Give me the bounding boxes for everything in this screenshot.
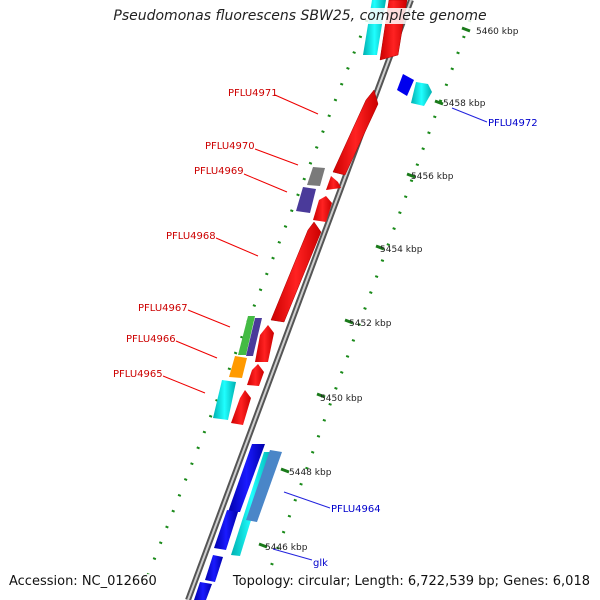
gene-feature-gray[interactable] bbox=[307, 167, 325, 186]
tick-mark bbox=[461, 26, 471, 33]
gene-feature-cyan[interactable] bbox=[213, 380, 236, 420]
gene-feature-steel[interactable] bbox=[246, 450, 282, 522]
summary-text: Topology: circular; Length: 6,722,539 bp… bbox=[232, 574, 590, 589]
gene-label[interactable]: PFLU4969 bbox=[194, 166, 244, 177]
accession-text: Accession: NC_012660 bbox=[9, 574, 157, 589]
gene-label[interactable]: PFLU4966 bbox=[126, 334, 176, 345]
tick-mark bbox=[316, 392, 326, 399]
gene-label[interactable]: PFLU4968 bbox=[166, 231, 216, 242]
gene-feature-PFLU4969[interactable] bbox=[313, 196, 332, 222]
summary-footer: Topology: circular; Length: 6,722,539 bp… bbox=[232, 574, 590, 589]
tick-mark bbox=[344, 318, 354, 325]
gene-label[interactable]: PFLU4965 bbox=[113, 369, 163, 380]
tick-label: 5446 kbp bbox=[265, 543, 308, 553]
gene-label[interactable]: PFLU4971 bbox=[228, 88, 278, 99]
tick-label: 5458 kbp bbox=[443, 99, 486, 109]
tick-mark bbox=[406, 172, 416, 179]
tick-mark bbox=[258, 542, 268, 549]
tick-marks bbox=[258, 26, 471, 549]
label-line-PFLU4965 bbox=[162, 375, 206, 394]
label-line-PFLU4972 bbox=[451, 107, 488, 123]
gene-feature-purple[interactable] bbox=[296, 187, 316, 213]
tick-label: 5448 kbp bbox=[289, 468, 332, 478]
gene-feature-green[interactable] bbox=[238, 316, 255, 355]
gene-feature-orange[interactable] bbox=[229, 356, 247, 378]
label-line-PFLU4970 bbox=[254, 148, 299, 166]
gene-feature-blue-3[interactable] bbox=[194, 582, 212, 600]
gene-feature-blue-small[interactable] bbox=[397, 74, 414, 96]
tick-label: 5452 kbp bbox=[349, 319, 392, 329]
tick-mark bbox=[375, 244, 385, 251]
tick-label: 5460 kbp bbox=[476, 27, 519, 37]
label-line-PFLU4971 bbox=[274, 94, 319, 115]
gene-label-lines bbox=[162, 94, 488, 561]
gene-label[interactable]: PFLU4964 bbox=[331, 504, 381, 515]
map-title-text: Pseudomonas fluorescens SBW25, complete … bbox=[111, 8, 489, 24]
label-line-PFLU4969 bbox=[243, 173, 288, 193]
gene-label[interactable]: PFLU4970 bbox=[205, 141, 255, 152]
label-line-PFLU4964 bbox=[283, 491, 331, 509]
tick-label: 5450 kbp bbox=[320, 394, 363, 404]
label-line-PFLU4968 bbox=[215, 237, 259, 257]
gene-label[interactable]: PFLU4972 bbox=[488, 118, 538, 129]
label-line-PFLU4966 bbox=[175, 340, 218, 359]
gene-label[interactable]: glk bbox=[313, 558, 328, 569]
plus-strand-features bbox=[194, 74, 432, 600]
gene-feature-glk[interactable] bbox=[205, 555, 223, 582]
gene-feature-PFLU4965[interactable] bbox=[231, 390, 251, 425]
gene-feature-PFLU4966[interactable] bbox=[247, 364, 264, 386]
label-line-PFLU4967 bbox=[187, 309, 231, 328]
minus-strand-features bbox=[213, 0, 408, 425]
label-line-glk bbox=[272, 548, 313, 561]
gene-feature-blue-2[interactable] bbox=[214, 510, 238, 550]
tick-mark bbox=[280, 467, 290, 474]
accession-footer: Accession: NC_012660 bbox=[9, 574, 157, 589]
gene-feature-blue-1[interactable] bbox=[228, 444, 265, 512]
map-title: Pseudomonas fluorescens SBW25, complete … bbox=[0, 8, 600, 24]
tick-label: 5456 kbp bbox=[411, 172, 454, 182]
gene-label[interactable]: PFLU4967 bbox=[138, 303, 188, 314]
gene-feature-PFLU4971[interactable] bbox=[332, 89, 379, 176]
tick-mark bbox=[434, 99, 444, 106]
gene-feature-PFLU4972[interactable] bbox=[411, 82, 432, 106]
gene-feature-PFLU4970[interactable] bbox=[326, 176, 341, 190]
gene-feature-PFLU4967[interactable] bbox=[255, 325, 274, 362]
tick-label: 5454 kbp bbox=[380, 245, 423, 255]
gene-feature-purple-2[interactable] bbox=[246, 318, 262, 356]
gene-feature-PFLU4968[interactable] bbox=[270, 221, 322, 323]
